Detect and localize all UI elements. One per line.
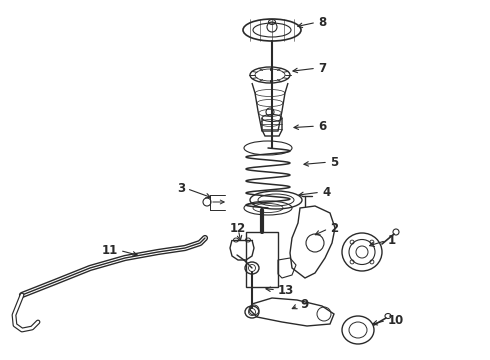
Text: 11: 11: [102, 243, 118, 256]
Text: 5: 5: [330, 156, 338, 168]
Text: 10: 10: [388, 314, 404, 327]
Text: 3: 3: [177, 181, 185, 194]
Bar: [246, 232, 278, 287]
Text: 12: 12: [230, 221, 246, 234]
Text: 7: 7: [318, 62, 326, 75]
Text: 2: 2: [330, 221, 338, 234]
Text: 6: 6: [318, 120, 326, 132]
Text: 1: 1: [388, 234, 396, 247]
Text: 4: 4: [322, 185, 330, 198]
Text: 13: 13: [278, 284, 294, 297]
Text: 9: 9: [300, 298, 308, 311]
Text: 8: 8: [318, 15, 326, 28]
